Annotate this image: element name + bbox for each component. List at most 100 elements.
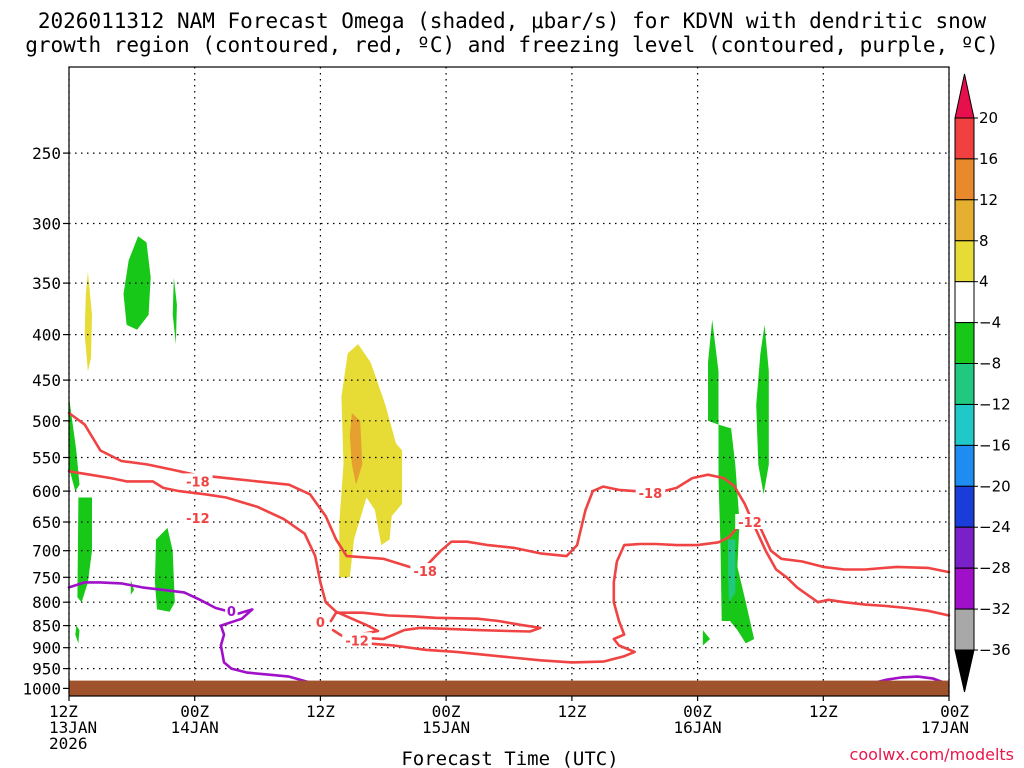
omega-region-green bbox=[69, 396, 80, 492]
contour-label: 0 bbox=[316, 616, 325, 631]
omega-region-green bbox=[130, 579, 134, 595]
chart-title-line1: 2026011312 NAM Forecast Omega (shaded, μ… bbox=[38, 9, 987, 33]
y-tick-label: 350 bbox=[32, 274, 61, 293]
ground-surface bbox=[69, 680, 949, 696]
colorbar-swatch bbox=[954, 363, 975, 405]
colorbar-swatch bbox=[954, 240, 975, 283]
x-tick-label: 14JAN bbox=[171, 718, 219, 737]
colorbar-label: 16 bbox=[979, 150, 998, 168]
colorbar-label: −12 bbox=[979, 396, 1011, 414]
y-tick-label: 800 bbox=[32, 593, 61, 612]
y-tick-label: 600 bbox=[32, 482, 61, 501]
omega-region-green bbox=[756, 324, 769, 495]
colorbar-swatch bbox=[954, 444, 975, 487]
chart-title-line2: growth region (contoured, red, ºC) and f… bbox=[25, 33, 999, 57]
colorbar-swatch bbox=[954, 158, 975, 201]
omega-region-orange bbox=[349, 413, 363, 485]
contour-labels: -18 -12 -18 -12 -18 -12 0 0 bbox=[183, 473, 765, 649]
freezing-level-contour bbox=[67, 581, 312, 684]
y-tick-label: 650 bbox=[32, 513, 61, 532]
y-tick-label: 550 bbox=[32, 449, 61, 468]
colorbar-bottom-arrow bbox=[954, 649, 975, 693]
omega-region-yellow bbox=[84, 271, 92, 372]
omega-region-yellow bbox=[339, 344, 403, 578]
y-tick-label: 950 bbox=[32, 660, 61, 679]
colorbar-label: −20 bbox=[979, 477, 1011, 495]
omega-region-green bbox=[75, 625, 80, 644]
x-tick-label: 15JAN bbox=[422, 718, 470, 737]
y-tick-label: 1000 bbox=[22, 679, 61, 698]
y-tick-label: 300 bbox=[32, 215, 61, 234]
colorbar-label: 4 bbox=[979, 273, 989, 291]
colorbar-label: −16 bbox=[979, 436, 1011, 454]
colorbar-label: −36 bbox=[979, 641, 1011, 659]
y-tick-label: 400 bbox=[32, 326, 61, 345]
dsgz-contour bbox=[329, 611, 542, 641]
colorbar-label: −4 bbox=[979, 314, 1001, 332]
omega-region-green bbox=[123, 236, 151, 330]
x-tick-label: 00Z bbox=[940, 702, 969, 721]
y-tick-label: 500 bbox=[32, 412, 61, 431]
x-tick-label: 12Z bbox=[809, 702, 838, 721]
contour-label-bg bbox=[314, 614, 327, 629]
x-tick-label: 2026 bbox=[49, 734, 88, 753]
contour-label: -18 bbox=[639, 487, 663, 502]
contour-label: -18 bbox=[413, 565, 437, 580]
y-tick-label: 900 bbox=[32, 639, 61, 658]
freezing-level-contour bbox=[874, 675, 946, 684]
colorbar-label: 8 bbox=[979, 232, 989, 250]
contour-label-bg bbox=[342, 632, 372, 648]
x-tick-label: 00Z bbox=[683, 702, 712, 721]
y-tick-label: 450 bbox=[32, 371, 61, 390]
omega-region-green bbox=[172, 277, 177, 345]
y-axis: 250 300 350 400 450 500 550 600 650 700 750 800 850 9… bbox=[22, 144, 69, 698]
x-tick-label: 17JAN bbox=[921, 718, 969, 737]
x-tick-label: 12Z bbox=[306, 702, 335, 721]
colorbar-swatch bbox=[954, 608, 975, 651]
colorbar-label: −32 bbox=[979, 600, 1011, 618]
colorbar-label: 12 bbox=[979, 191, 998, 209]
plot-area: -18 -12 -18 -12 -18 -12 0 0 bbox=[67, 66, 951, 697]
y-tick-label: 850 bbox=[32, 617, 61, 636]
plot-frame bbox=[68, 66, 950, 697]
dsgz-contour bbox=[67, 411, 951, 617]
x-tick-label: 12Z bbox=[49, 702, 78, 721]
omega-region-green bbox=[702, 630, 711, 646]
x-axis-label: Forecast Time (UTC) bbox=[401, 748, 618, 768]
contour-label-bg bbox=[225, 602, 238, 618]
omega-region-green bbox=[77, 497, 92, 603]
colorbar: 20 16 12 8 4 −4 −8 −12 −16 −20 −24 −28 −32 −36 bbox=[954, 73, 1011, 693]
contour-label: 0 bbox=[227, 605, 236, 620]
x-tick-label: 00Z bbox=[180, 702, 209, 721]
colorbar-swatch bbox=[954, 281, 975, 324]
contour-label-bg bbox=[183, 509, 213, 525]
colorbar-swatch bbox=[954, 485, 975, 528]
colorbar-label: −28 bbox=[979, 559, 1011, 577]
colorbar-swatch bbox=[954, 117, 975, 160]
x-tick-label: 00Z bbox=[432, 702, 461, 721]
contour-label-bg bbox=[183, 473, 213, 489]
omega-region-green bbox=[708, 319, 719, 425]
colorbar-swatch bbox=[954, 526, 975, 569]
y-tick-label: 700 bbox=[32, 542, 61, 561]
colorbar-label: 20 bbox=[979, 109, 998, 127]
colorbar-swatch bbox=[954, 404, 975, 446]
y-tick-label: 250 bbox=[32, 144, 61, 163]
x-tick-label: 12Z bbox=[557, 702, 586, 721]
omega-shading bbox=[69, 236, 769, 646]
contour-label: -18 bbox=[186, 475, 210, 490]
contour-label: -12 bbox=[345, 634, 369, 649]
omega-region-teal bbox=[728, 539, 736, 603]
contour-label: -12 bbox=[738, 516, 762, 531]
x-tick-label: 13JAN bbox=[49, 718, 97, 737]
contour-label: -12 bbox=[186, 512, 210, 527]
colorbar-swatch bbox=[954, 322, 975, 365]
colorbar-label: −24 bbox=[979, 518, 1011, 536]
colorbar-swatch bbox=[954, 199, 975, 242]
credit-text: coolwx.com/modelts bbox=[850, 745, 1014, 764]
colorbar-label: −8 bbox=[979, 355, 1001, 373]
colorbar-top-arrow bbox=[954, 73, 975, 119]
y-tick-label: 750 bbox=[32, 568, 61, 587]
